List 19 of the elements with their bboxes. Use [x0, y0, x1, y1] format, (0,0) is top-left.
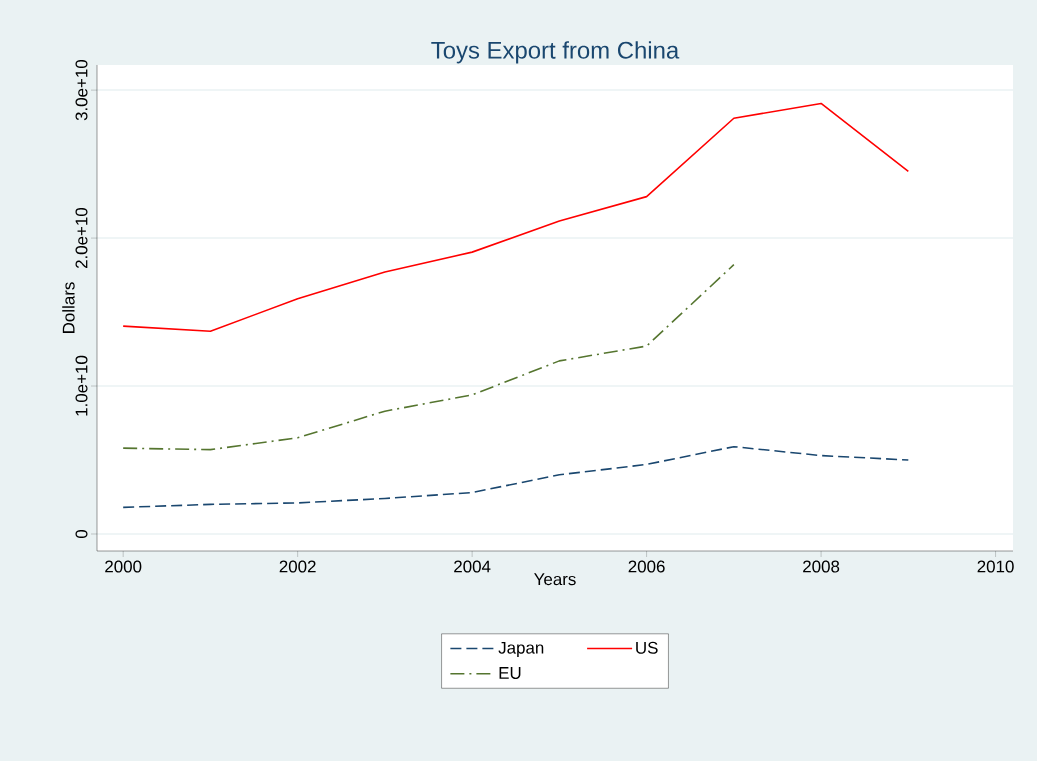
legend-label: Japan [498, 641, 544, 658]
y-tick-label: 1.0e+10 [75, 355, 88, 416]
legend-label: US [636, 641, 658, 654]
x-tick-label: 2010 [977, 560, 1014, 573]
x-tick-label: 2000 [105, 560, 142, 573]
x-tick-label: 2008 [803, 560, 840, 573]
y-tick-label: 2.0e+10 [75, 207, 88, 269]
x-tick-label: 2002 [279, 560, 316, 573]
y-axis-title: Dollars [62, 282, 75, 333]
y-tick-label: 3.0e+10 [75, 59, 88, 121]
legend-label: EU [499, 667, 521, 679]
line-series [122, 445, 910, 509]
y-tick-label: 0 [75, 529, 88, 539]
x-axis-title: Years [534, 573, 576, 586]
chart-title: Toys Export from China [431, 41, 680, 64]
line-series [122, 102, 910, 333]
line-series [122, 263, 735, 451]
x-tick-label: 2006 [628, 560, 665, 573]
x-tick-label: 2004 [454, 560, 491, 573]
